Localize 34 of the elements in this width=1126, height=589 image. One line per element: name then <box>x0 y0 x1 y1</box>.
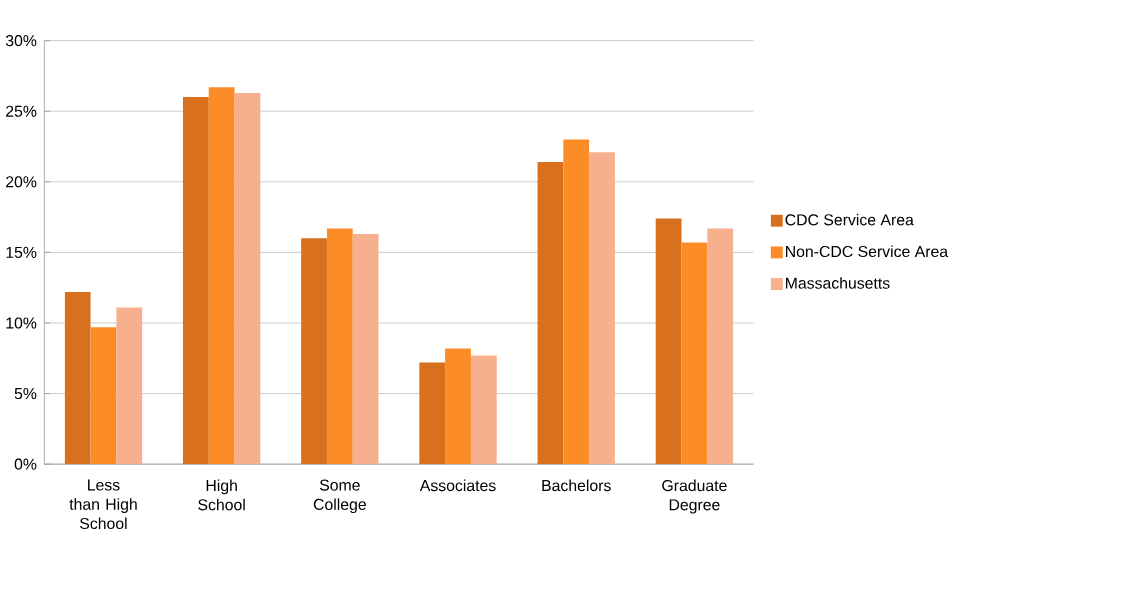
bar <box>681 242 708 465</box>
legend-label: Non-CDC Service Area <box>786 245 949 258</box>
bar <box>116 307 143 465</box>
bar <box>419 362 446 465</box>
bar <box>707 228 734 465</box>
x-tick-label: High School <box>198 479 245 511</box>
legend-label: Massachusetts <box>786 277 890 289</box>
bar <box>445 348 471 465</box>
bar <box>470 355 497 465</box>
bar <box>182 97 209 465</box>
bar <box>326 228 353 465</box>
y-tick-label: 20% <box>6 176 37 188</box>
bar <box>537 162 564 465</box>
bar <box>301 238 327 465</box>
bar <box>563 139 590 465</box>
bar <box>589 152 615 465</box>
y-tick-label: 0% <box>14 458 37 470</box>
y-tick-label: 25% <box>6 105 37 117</box>
y-tick-label: 10% <box>6 317 37 329</box>
y-tick-label: 15% <box>6 246 37 258</box>
bar <box>90 327 117 465</box>
x-tick-label: Some College <box>313 479 366 514</box>
bar <box>208 87 235 465</box>
bar <box>64 291 91 465</box>
bar <box>352 234 379 465</box>
y-tick-label: 30% <box>5 35 37 47</box>
x-tick-label: Associates <box>419 479 496 492</box>
x-tick-label: Less than High School <box>69 479 137 530</box>
y-tick-label: 5% <box>14 387 37 400</box>
legend-label: CDC Service Area <box>785 213 914 226</box>
x-tick-label: Graduate Degree <box>662 479 727 514</box>
bar <box>234 92 261 465</box>
x-tick-label: Bachelors <box>542 479 611 492</box>
bar <box>655 218 682 465</box>
